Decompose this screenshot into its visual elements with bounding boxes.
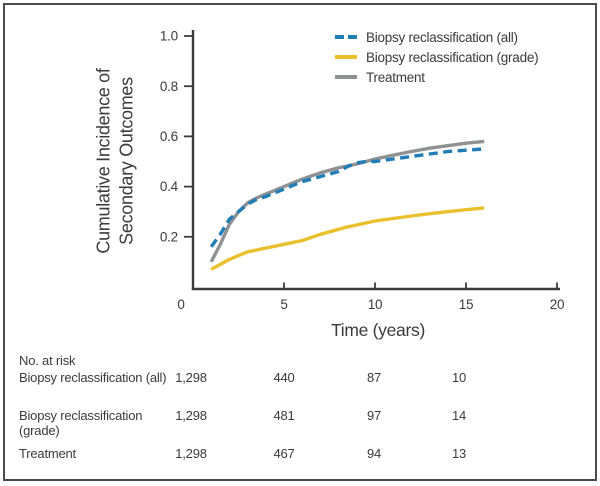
y-tick-label: 0.4 <box>160 179 179 194</box>
risk-value: 87 <box>366 370 382 385</box>
x-tick-label: 5 <box>280 297 287 312</box>
series-line-biopsy-reclassification-all <box>209 147 485 248</box>
risk-value: 1,298 <box>175 370 207 385</box>
risk-value: 97 <box>366 408 382 423</box>
x-tick-label: 10 <box>368 297 383 312</box>
risk-value: 94 <box>366 446 382 461</box>
y-tick-label: 0.2 <box>160 229 178 244</box>
x-tick-label: 0 <box>177 297 184 312</box>
risk-value: 10 <box>451 370 467 385</box>
legend-swatch <box>335 75 357 79</box>
risk-value: 1,298 <box>175 446 207 461</box>
risk-value: 440 <box>273 370 295 385</box>
legend-item: Treatment <box>335 67 538 87</box>
risk-value: 14 <box>451 408 467 423</box>
risk-row-label: Biopsy reclassification (all) <box>19 370 167 385</box>
risk-table-title: No. at risk <box>19 353 76 368</box>
legend-item: Biopsy reclassification (all) <box>335 27 538 47</box>
x-tick-label: 20 <box>550 297 565 312</box>
x-axis-title: Time (years) <box>331 320 425 340</box>
risk-row-label: Treatment <box>19 446 76 461</box>
risk-value: 1,298 <box>175 408 207 423</box>
y-tick-label: 1.0 <box>160 29 178 44</box>
y-axis-title: Cumulative Incidence of Secondary Outcom… <box>93 1 138 321</box>
risk-row-label: Biopsy reclassification (grade) <box>19 408 143 438</box>
x-tick-label: 15 <box>459 297 474 312</box>
y-tick-label: 0.6 <box>160 129 178 144</box>
risk-value: 481 <box>273 408 295 423</box>
y-tick-label: 0.8 <box>160 79 178 94</box>
risk-value: 467 <box>273 446 295 461</box>
y-axis-title-line2: Secondary Outcomes <box>116 77 136 245</box>
figure-border <box>3 3 597 481</box>
series-line-biopsy-reclassification-grade <box>210 206 485 271</box>
cumulative-incidence-chart: 0.2 0.4 0.6 0.8 1.0 0 5 10 15 20 <box>160 29 565 312</box>
chart-legend: Biopsy reclassification (all) Biopsy recl… <box>335 27 539 87</box>
legend-label: Biopsy reclassification (grade) <box>366 49 539 65</box>
y-axis-title-line1: Cumulative Incidence of <box>93 68 114 254</box>
legend-label: Biopsy reclassification (all) <box>366 29 518 45</box>
legend-item: Biopsy reclassification (grade) <box>335 47 539 67</box>
legend-label: Treatment <box>366 69 425 85</box>
risk-value: 13 <box>451 446 467 461</box>
legend-swatch <box>335 55 357 59</box>
legend-swatch <box>335 35 357 39</box>
